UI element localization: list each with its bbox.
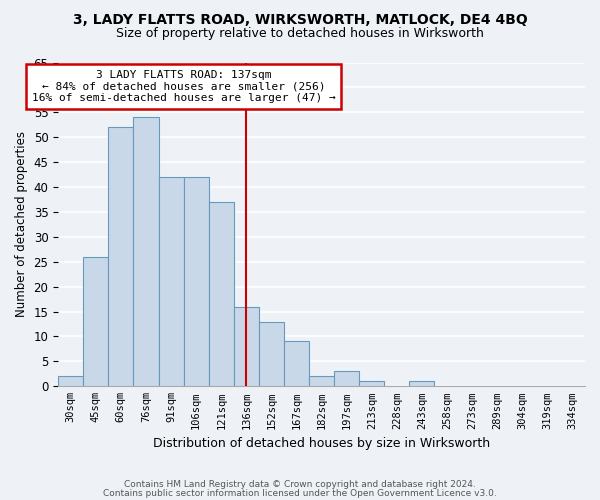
Text: 3 LADY FLATTS ROAD: 137sqm
← 84% of detached houses are smaller (256)
16% of sem: 3 LADY FLATTS ROAD: 137sqm ← 84% of deta… xyxy=(32,70,335,103)
Bar xyxy=(334,372,359,386)
Bar xyxy=(133,118,158,386)
Text: Contains HM Land Registry data © Crown copyright and database right 2024.: Contains HM Land Registry data © Crown c… xyxy=(124,480,476,489)
Bar xyxy=(284,342,309,386)
Text: Size of property relative to detached houses in Wirksworth: Size of property relative to detached ho… xyxy=(116,28,484,40)
Bar xyxy=(359,382,384,386)
Bar xyxy=(259,322,284,386)
Bar xyxy=(58,376,83,386)
Bar xyxy=(409,382,434,386)
Text: Contains public sector information licensed under the Open Government Licence v3: Contains public sector information licen… xyxy=(103,488,497,498)
Bar xyxy=(184,177,209,386)
Y-axis label: Number of detached properties: Number of detached properties xyxy=(15,132,28,318)
Bar xyxy=(234,306,259,386)
Bar xyxy=(109,128,133,386)
Text: 3, LADY FLATTS ROAD, WIRKSWORTH, MATLOCK, DE4 4BQ: 3, LADY FLATTS ROAD, WIRKSWORTH, MATLOCK… xyxy=(73,12,527,26)
Bar xyxy=(309,376,334,386)
Bar xyxy=(83,257,109,386)
X-axis label: Distribution of detached houses by size in Wirksworth: Distribution of detached houses by size … xyxy=(153,437,490,450)
Bar xyxy=(209,202,234,386)
Bar xyxy=(158,177,184,386)
